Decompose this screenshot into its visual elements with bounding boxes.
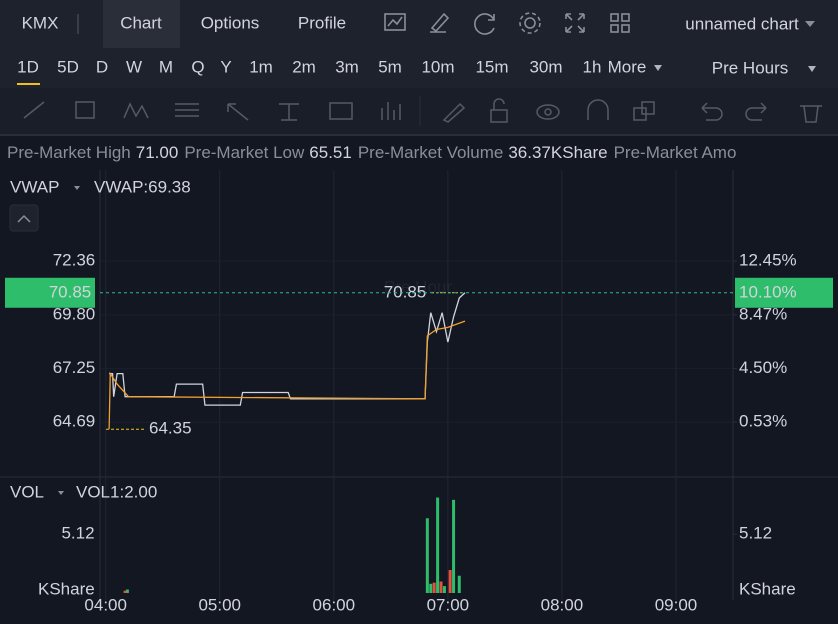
- stat-value: 65.51: [309, 143, 352, 162]
- collapse-icon: [17, 214, 31, 223]
- caret: [74, 186, 80, 190]
- period[interactable]: 2m: [292, 57, 316, 76]
- period[interactable]: Q: [191, 57, 204, 76]
- indicator-value: VOL1:2.00: [76, 482, 157, 501]
- tab[interactable]: Options: [201, 13, 260, 32]
- period[interactable]: 15m: [475, 57, 508, 76]
- session[interactable]: Pre Hours: [712, 58, 789, 77]
- tab[interactable]: Profile: [298, 13, 346, 32]
- stat-label: Pre-Market Amo: [614, 143, 737, 162]
- active-tab: [103, 0, 180, 48]
- caret: [654, 65, 662, 71]
- chart-area: 04:00 05:00 06:00 07:00 08:00 09:00 Pre Hour VW…: [0, 170, 838, 614]
- period[interactable]: 5m: [378, 57, 402, 76]
- stats: Pre-Market High 71.00 Pre-Market Low 65.51 P…: [7, 143, 736, 162]
- indicator: VWAP: [10, 177, 59, 196]
- volume-bar: [457, 575, 461, 593]
- volume-bar: [436, 497, 440, 593]
- divider: [0, 134, 838, 136]
- drawing-bar: [0, 88, 838, 134]
- more[interactable]: More: [608, 57, 647, 76]
- period[interactable]: 5D: [57, 57, 79, 76]
- period[interactable]: 30m: [529, 57, 562, 76]
- period-bar: [0, 48, 838, 88]
- last-change-badge: [735, 277, 833, 308]
- last-price-badge: [5, 277, 95, 308]
- volume-bar: [452, 499, 456, 593]
- symbol[interactable]: KMX: [22, 13, 59, 32]
- period[interactable]: 1m: [249, 57, 273, 76]
- y2-tick-label: 5.12: [739, 524, 772, 543]
- stat-label: Pre-Market Volume: [358, 143, 504, 162]
- volume-bar: [432, 582, 436, 593]
- volume-bar: [125, 589, 129, 593]
- y2-tick-label: 12.45%: [739, 251, 797, 270]
- unit-label: KShare: [38, 579, 95, 598]
- indicator: VOL: [10, 482, 44, 501]
- caret: [808, 66, 816, 72]
- y-tick-label: 72.36: [53, 251, 96, 270]
- period[interactable]: 1D: [17, 57, 39, 76]
- y2-tick-label: 4.50%: [739, 358, 787, 377]
- x-tick-label: 06:00: [313, 595, 356, 614]
- x-tick-label: 08:00: [541, 595, 584, 614]
- price-line: [109, 292, 466, 406]
- y2-tick-label: 8.47%: [739, 304, 787, 323]
- caret: [805, 21, 815, 27]
- price-line: [108, 320, 466, 430]
- y-tick-label: 64.69: [53, 412, 96, 431]
- period[interactable]: W: [126, 57, 142, 76]
- volume-bar: [448, 570, 452, 593]
- x-tick-label: 07:00: [427, 595, 470, 614]
- drawing-tools[interactable]: [23, 96, 822, 126]
- watermark: Pre Hour: [384, 277, 452, 296]
- period[interactable]: D: [96, 57, 108, 76]
- last-price-label: 70.85: [49, 282, 92, 301]
- y2-tick-label: 0.53%: [739, 412, 787, 431]
- unit-label: KShare: [739, 579, 796, 598]
- volume-bar: [439, 581, 443, 593]
- x-tick-label: 09:00: [655, 595, 698, 614]
- period[interactable]: 1h: [583, 57, 602, 76]
- period[interactable]: 10m: [421, 57, 454, 76]
- period[interactable]: M: [159, 57, 173, 76]
- caret: [58, 491, 64, 495]
- low-marker-label: 64.35: [149, 419, 192, 438]
- stat-value: 36.37KShare: [508, 143, 607, 162]
- tab[interactable]: Chart: [120, 13, 162, 32]
- x-tick-label: 05:00: [198, 595, 241, 614]
- chart-name[interactable]: unnamed chart: [685, 14, 799, 33]
- volume-bar: [429, 583, 433, 593]
- volume-bar: [425, 518, 429, 593]
- high-marker-label: 70.85: [384, 282, 427, 301]
- period[interactable]: 3m: [335, 57, 359, 76]
- y-tick-label: 67.25: [53, 358, 96, 377]
- stat-label: Pre-Market Low: [184, 143, 305, 162]
- volume-bar: [123, 590, 127, 593]
- y-tick-label: 5.12: [61, 524, 94, 543]
- last-change-label: 10.10%: [739, 282, 797, 301]
- stat-value: 71.00: [136, 143, 179, 162]
- indicator-value: VWAP:69.38: [94, 177, 191, 196]
- periods: 1D 5D D W M Q Y 1m 2m 3m 5m 10m 15m 30m 1h: [17, 57, 601, 76]
- toolbar-icons[interactable]: [384, 12, 630, 35]
- x-tick-label: 04:00: [84, 595, 127, 614]
- period[interactable]: Y: [220, 57, 231, 76]
- collapse-button[interactable]: [9, 204, 39, 232]
- stat-label: Pre-Market High: [7, 143, 131, 162]
- volume-bar: [442, 586, 446, 593]
- y-tick-label: 69.80: [53, 304, 96, 323]
